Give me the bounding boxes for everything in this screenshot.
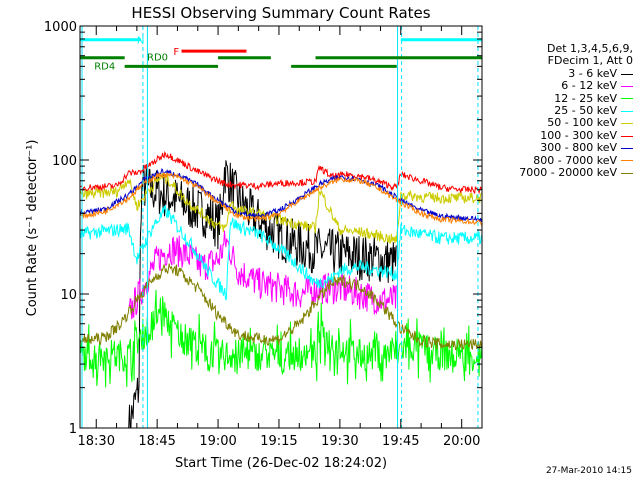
- legend-entry: 300 - 800 keV: [505, 141, 633, 155]
- series-line: [128, 160, 397, 429]
- interval-label: F: [173, 47, 179, 58]
- timestamp: 27-Mar-2010 14:15: [545, 466, 632, 476]
- interval-label: N: [137, 36, 144, 47]
- legend-entry: 100 - 300 keV: [505, 128, 633, 142]
- series-line: [79, 289, 483, 388]
- legend-entry: 12 - 25 keV: [505, 91, 633, 105]
- y-tick-label: 10: [60, 288, 77, 303]
- legend-swatch: [621, 135, 633, 137]
- legend-decimation: FDecim 1, Att 0: [547, 54, 633, 68]
- x-tick-label: 18:30: [78, 434, 115, 449]
- axis-layer: 1 10 100 1000 18:30 18:45 19:00 19:15 19:30 19:45…: [44, 20, 483, 449]
- y-tick-label: 1000: [44, 20, 77, 35]
- x-tick-label: 18:45: [138, 434, 175, 449]
- legend-entry: 6 - 12 keV: [505, 79, 633, 93]
- legend-detectors: Det 1,3,4,5,6,9,: [546, 42, 633, 55]
- legend-entry: 3 - 6 keV: [505, 66, 633, 80]
- legend-swatch: [621, 110, 633, 112]
- interval-label: RD4: [94, 61, 115, 72]
- legend-label: 12 - 25 keV: [554, 91, 617, 105]
- legend-swatch: [621, 160, 633, 162]
- legend-swatch: [621, 172, 633, 174]
- legend-swatch: [621, 73, 633, 75]
- x-tick-label: 19:30: [321, 434, 358, 449]
- legend-swatch: [621, 147, 633, 149]
- legend-entry: 25 - 50 keV: [505, 104, 633, 118]
- legend-swatch: [621, 98, 633, 100]
- chart-title: HESSI Observing Summary Count Rates: [131, 4, 430, 22]
- x-tick-label: 19:45: [382, 434, 419, 449]
- legend-label: 100 - 300 keV: [540, 128, 617, 142]
- x-tick-label: 20:00: [443, 434, 480, 449]
- legend-label: 6 - 12 keV: [561, 79, 617, 93]
- x-tick-label: 19:15: [260, 434, 297, 449]
- y-tick-label: 1: [69, 422, 77, 437]
- x-tick-label: 19:00: [199, 434, 236, 449]
- legend-entry: 800 - 7000 keV: [505, 153, 633, 167]
- series-line: [79, 167, 483, 223]
- legend-label: 300 - 800 keV: [540, 141, 617, 155]
- y-tick-label: 100: [52, 154, 77, 169]
- x-axis-label: Start Time (26-Dec-02 18:24:02): [175, 456, 387, 471]
- legend-label: 25 - 50 keV: [554, 104, 617, 118]
- legend-entry: 7000 - 20000 keV: [505, 166, 633, 180]
- legend-label: 50 - 100 keV: [547, 116, 617, 130]
- series-layer: [79, 150, 483, 429]
- legend: Det 1,3,4,5,6,9, FDecim 1, Att 0 3 - 6 k…: [505, 42, 633, 180]
- legend-label: 7000 - 20000 keV: [519, 166, 617, 180]
- legend-swatch: [621, 85, 633, 87]
- plot-frame: [79, 25, 483, 429]
- legend-entries: 3 - 6 keV 6 - 12 keV 12 - 25 keV 25 - 50 ke…: [505, 66, 633, 180]
- legend-label: 800 - 7000 keV: [533, 153, 617, 167]
- legend-entry: 50 - 100 keV: [505, 117, 633, 129]
- y-axis-label: Count Rate (s⁻¹ detector⁻¹): [25, 140, 40, 317]
- legend-label: 3 - 6 keV: [568, 66, 617, 80]
- interval-label: RD0: [147, 53, 168, 64]
- legend-swatch: [621, 123, 633, 125]
- overlay-layer: N F RD0 RD4: [80, 26, 482, 428]
